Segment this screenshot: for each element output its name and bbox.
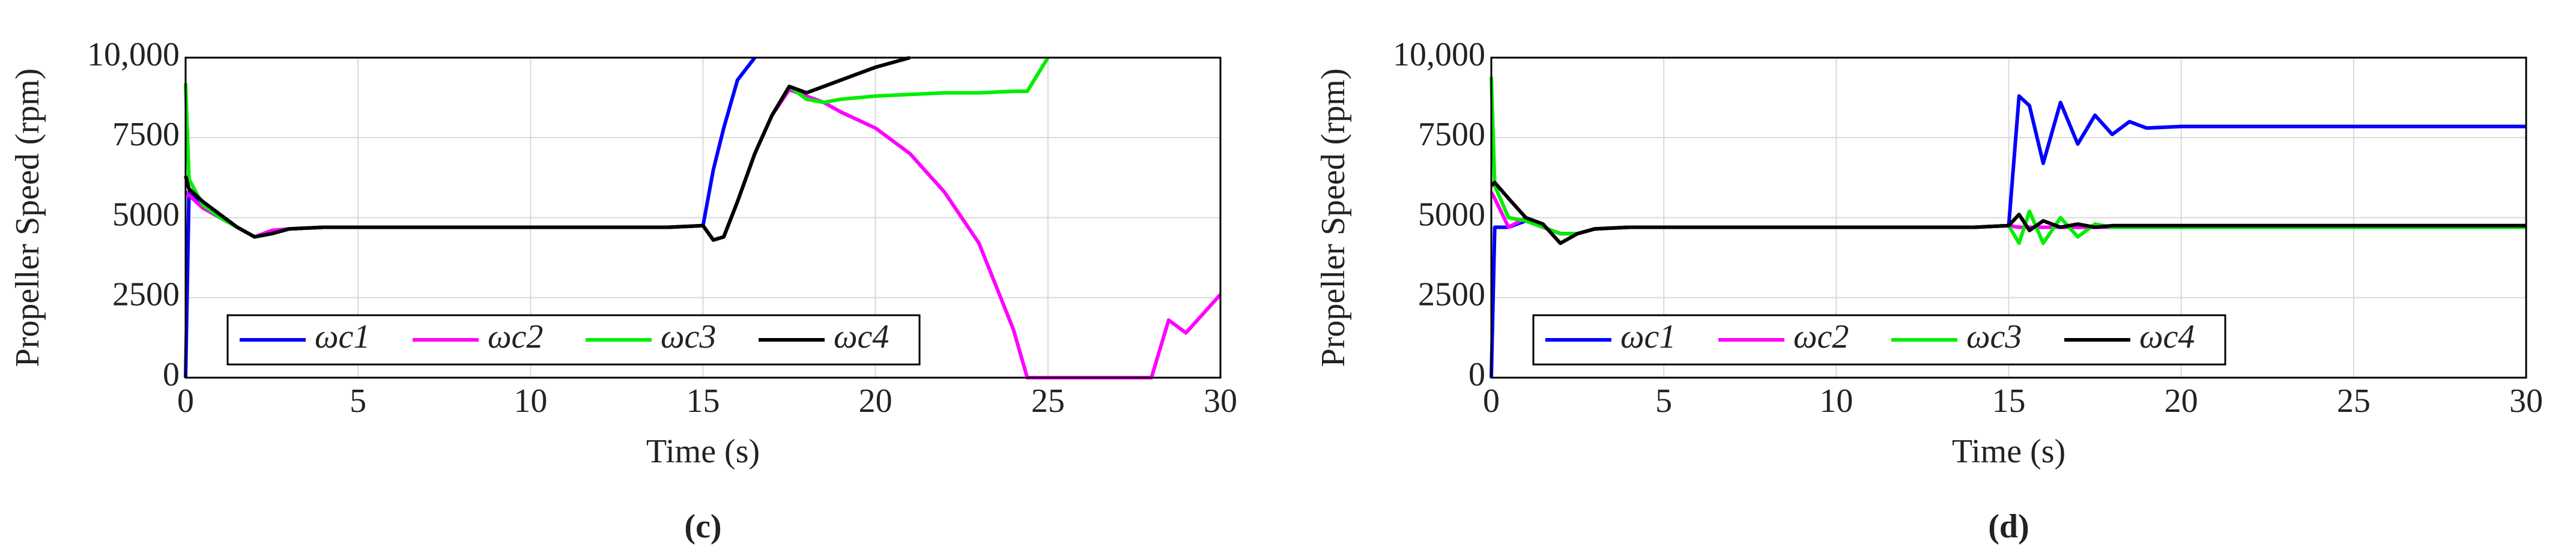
x-tick-label: 25	[1031, 382, 1065, 420]
y-tick-label: 7500	[112, 116, 180, 153]
x-axis-label: Time (s)	[646, 433, 760, 470]
x-tick-label: 5	[350, 382, 366, 420]
x-tick-label: 30	[1204, 382, 1237, 420]
series-line	[1490, 180, 2526, 246]
x-tick-label: 30	[2509, 382, 2543, 420]
x-tick-label: 25	[2337, 382, 2371, 420]
plot-frame	[184, 56, 1222, 379]
x-tick-label: 20	[859, 382, 893, 420]
caption: (d)	[1988, 508, 2029, 545]
series-line	[184, 56, 1050, 242]
x-tick-label: 15	[1992, 382, 2026, 420]
y-axis-label: Propeller Speed (rpm)	[1315, 68, 1352, 367]
y-axis-label: Propeller Speed (rpm)	[9, 68, 46, 367]
x-tick-label: 10	[514, 382, 547, 420]
x-tick-label: 0	[1483, 382, 1500, 420]
y-tick-label: 5000	[112, 196, 180, 233]
legend-label: ωc2	[488, 318, 543, 355]
y-tick-label: 0	[163, 356, 180, 393]
y-tick-label: 2500	[1418, 276, 1485, 313]
series-line	[184, 56, 911, 242]
x-tick-label: 5	[1655, 382, 1672, 420]
x-tick-label: 20	[2165, 382, 2198, 420]
y-tick-label: 10,000	[87, 36, 180, 73]
legend-label: ωc3	[661, 318, 716, 355]
legend-label: ωc1	[315, 318, 370, 355]
y-tick-label: 10,000	[1393, 36, 1485, 73]
y-tick-label: 2500	[112, 276, 180, 313]
x-tick-label: 15	[686, 382, 720, 420]
legend-label: ωc1	[1620, 318, 1676, 355]
caption: (c)	[684, 508, 721, 545]
legend-label: ωc4	[834, 318, 889, 355]
legend-label: ωc3	[1966, 318, 2022, 355]
plot-frame	[1490, 56, 2527, 379]
y-tick-label: 0	[1468, 356, 1485, 393]
x-tick-label: 0	[177, 382, 194, 420]
legend-label: ωc2	[1793, 318, 1849, 355]
x-tick-label: 10	[1819, 382, 1853, 420]
legend-label: ωc4	[2139, 318, 2195, 355]
y-tick-label: 7500	[1418, 116, 1485, 153]
y-tick-label: 5000	[1418, 196, 1485, 233]
x-axis-label: Time (s)	[1952, 433, 2065, 470]
